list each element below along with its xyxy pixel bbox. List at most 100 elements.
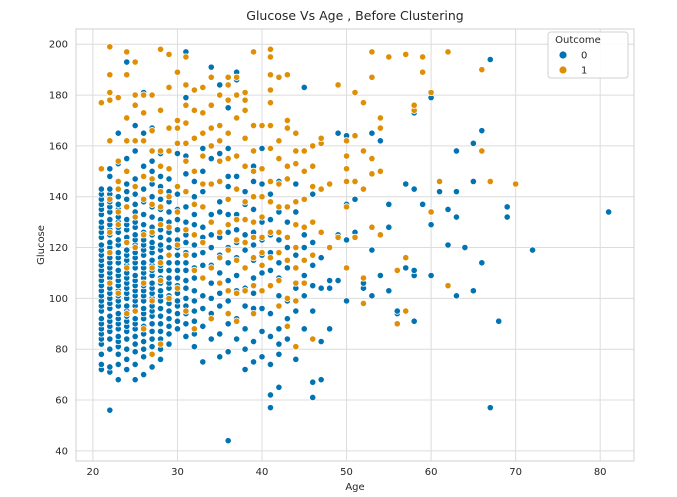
data-point-outcome-1 bbox=[233, 289, 241, 297]
data-point-outcome-1 bbox=[131, 182, 139, 191]
data-point-outcome-0 bbox=[309, 261, 317, 269]
legend-box bbox=[547, 31, 629, 79]
data-point-outcome-0 bbox=[199, 304, 207, 313]
data-point-outcome-0 bbox=[173, 266, 182, 275]
data-point-outcome-0 bbox=[249, 358, 258, 366]
data-point-outcome-0 bbox=[199, 188, 207, 196]
data-point-outcome-0 bbox=[123, 302, 131, 310]
data-point-outcome-1 bbox=[131, 243, 139, 252]
data-point-outcome-0 bbox=[351, 195, 359, 203]
data-point-outcome-0 bbox=[140, 353, 148, 361]
data-point-outcome-1 bbox=[190, 231, 198, 239]
data-point-outcome-1 bbox=[376, 124, 384, 132]
data-point-outcome-1 bbox=[317, 185, 325, 193]
data-point-outcome-0 bbox=[114, 266, 122, 275]
data-point-outcome-0 bbox=[275, 236, 283, 244]
data-point-outcome-0 bbox=[173, 297, 182, 305]
data-point-outcome-1 bbox=[156, 106, 165, 114]
data-point-outcome-1 bbox=[140, 137, 148, 145]
data-point-outcome-1 bbox=[190, 325, 198, 333]
data-point-outcome-1 bbox=[233, 256, 241, 264]
y-tick-label: 180 bbox=[49, 91, 68, 102]
data-point-outcome-1 bbox=[140, 172, 148, 180]
data-point-outcome-1 bbox=[165, 251, 173, 259]
data-point-outcome-1 bbox=[106, 195, 114, 203]
data-point-outcome-1 bbox=[182, 119, 190, 127]
data-point-outcome-0 bbox=[300, 325, 308, 333]
data-point-outcome-1 bbox=[165, 165, 173, 173]
data-point-outcome-1 bbox=[224, 221, 232, 229]
data-point-outcome-1 bbox=[317, 134, 325, 142]
data-point-outcome-0 bbox=[106, 335, 114, 343]
data-point-outcome-1 bbox=[342, 165, 351, 173]
data-point-outcome-0 bbox=[216, 198, 224, 206]
data-point-outcome-0 bbox=[156, 241, 165, 249]
data-point-outcome-0 bbox=[275, 383, 283, 391]
data-point-outcome-1 bbox=[182, 101, 190, 109]
data-point-outcome-1 bbox=[182, 251, 190, 259]
data-point-outcome-0 bbox=[249, 205, 258, 214]
data-point-outcome-0 bbox=[140, 129, 148, 137]
data-point-outcome-1 bbox=[207, 101, 215, 109]
data-point-outcome-1 bbox=[190, 266, 198, 275]
data-point-outcome-1 bbox=[123, 48, 131, 56]
data-point-outcome-0 bbox=[241, 325, 249, 333]
data-point-outcome-1 bbox=[283, 203, 291, 211]
data-point-outcome-0 bbox=[452, 147, 461, 155]
data-point-outcome-0 bbox=[190, 317, 198, 325]
data-point-outcome-1 bbox=[266, 86, 275, 94]
data-point-outcome-0 bbox=[258, 304, 266, 313]
data-point-outcome-1 bbox=[275, 228, 283, 236]
data-point-outcome-1 bbox=[334, 233, 342, 241]
y-tick-label: 60 bbox=[55, 396, 68, 407]
data-point-outcome-0 bbox=[486, 55, 494, 64]
data-point-outcome-0 bbox=[317, 254, 325, 262]
data-point-outcome-0 bbox=[241, 246, 249, 254]
data-point-outcome-0 bbox=[114, 360, 122, 369]
data-point-outcome-0 bbox=[182, 218, 190, 226]
data-point-outcome-1 bbox=[199, 238, 207, 247]
data-point-outcome-1 bbox=[266, 144, 275, 153]
data-point-outcome-0 bbox=[97, 315, 105, 323]
data-point-outcome-1 bbox=[241, 162, 249, 170]
data-point-outcome-0 bbox=[258, 180, 266, 188]
data-point-outcome-1 bbox=[140, 109, 148, 117]
data-point-outcome-1 bbox=[106, 228, 114, 236]
data-point-outcome-1 bbox=[123, 137, 131, 145]
data-point-outcome-1 bbox=[165, 147, 173, 155]
data-point-outcome-0 bbox=[165, 259, 173, 267]
data-point-outcome-1 bbox=[309, 251, 317, 259]
data-point-outcome-1 bbox=[376, 231, 384, 239]
legend-label-1: 1 bbox=[581, 66, 587, 77]
data-point-outcome-0 bbox=[156, 304, 165, 313]
data-point-outcome-0 bbox=[106, 312, 114, 320]
data-point-outcome-1 bbox=[156, 259, 165, 267]
data-point-outcome-0 bbox=[216, 302, 224, 310]
data-point-outcome-1 bbox=[199, 274, 207, 282]
data-point-outcome-1 bbox=[283, 162, 291, 170]
data-point-outcome-1 bbox=[266, 198, 275, 206]
data-point-outcome-1 bbox=[207, 218, 215, 226]
data-point-outcome-1 bbox=[123, 238, 131, 247]
data-point-outcome-1 bbox=[419, 53, 427, 61]
data-point-outcome-1 bbox=[173, 284, 182, 292]
data-point-outcome-0 bbox=[97, 241, 105, 249]
data-point-outcome-1 bbox=[292, 297, 300, 305]
data-point-outcome-0 bbox=[224, 276, 232, 285]
data-point-outcome-0 bbox=[452, 213, 461, 221]
data-point-outcome-0 bbox=[131, 231, 139, 239]
data-point-outcome-0 bbox=[241, 302, 249, 310]
data-point-outcome-1 bbox=[241, 198, 249, 206]
data-point-outcome-0 bbox=[114, 310, 122, 318]
data-point-outcome-0 bbox=[190, 274, 198, 282]
data-point-outcome-0 bbox=[224, 320, 232, 328]
data-point-outcome-0 bbox=[123, 215, 131, 224]
data-point-outcome-0 bbox=[317, 284, 325, 292]
data-point-outcome-1 bbox=[258, 261, 266, 269]
data-point-outcome-0 bbox=[249, 177, 258, 186]
data-point-outcome-1 bbox=[275, 155, 283, 163]
data-point-outcome-0 bbox=[419, 200, 427, 208]
data-point-outcome-1 bbox=[156, 276, 165, 285]
data-point-outcome-0 bbox=[342, 297, 351, 305]
data-point-outcome-0 bbox=[216, 353, 224, 361]
